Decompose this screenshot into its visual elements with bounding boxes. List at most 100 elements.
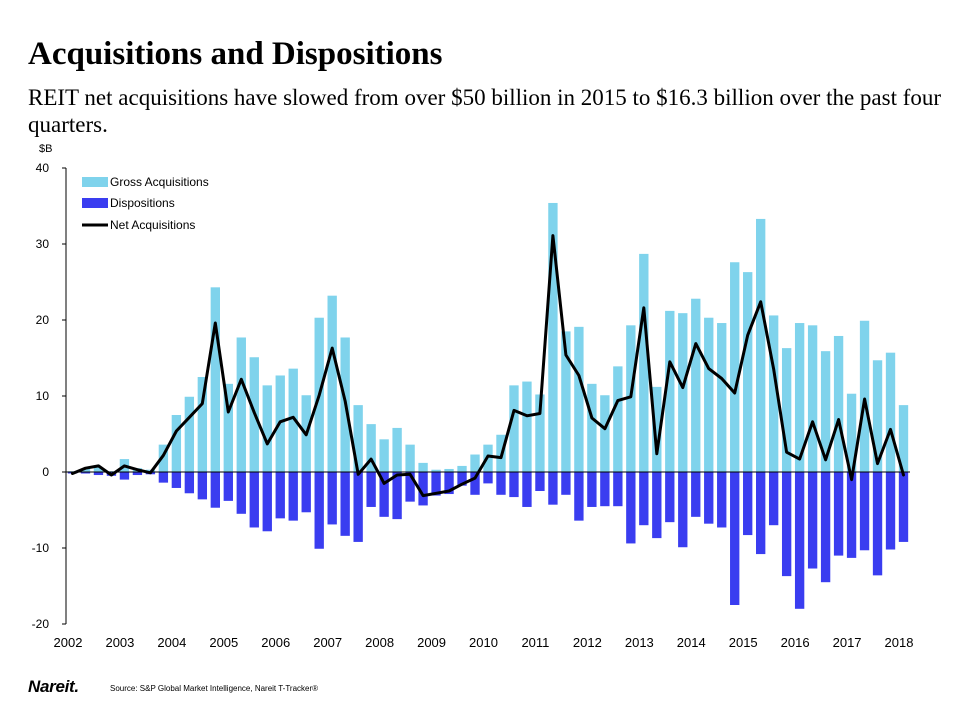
dispositions-bar	[249, 472, 259, 528]
gross-acquisitions-bar	[522, 381, 532, 472]
gross-acquisitions-bar	[184, 396, 195, 472]
gross-acquisitions-bar	[859, 320, 870, 472]
dispositions-bar	[119, 472, 130, 480]
dispositions-bar	[587, 472, 597, 507]
dispositions-bar	[639, 472, 649, 526]
gross-acquisitions-bar	[327, 295, 337, 472]
gross-acquisitions-bar	[366, 424, 376, 472]
gross-acquisitions-bar	[405, 444, 415, 472]
gross-acquisitions-bar	[470, 454, 480, 472]
dispositions-bar	[846, 472, 857, 558]
gross-acquisitions-bar	[626, 325, 636, 472]
x-tick-label: 2005	[209, 635, 238, 650]
gross-acquisitions-bar	[587, 383, 597, 472]
x-tick-label: 2010	[469, 635, 498, 650]
legend-label: Gross Acquisitions	[110, 175, 209, 189]
nareit-logo: Nareit.	[28, 677, 79, 696]
y-tick-label: 40	[36, 161, 50, 175]
legend-label: Dispositions	[110, 196, 175, 210]
gross-acquisitions-bar	[781, 348, 792, 472]
x-tick-label: 2014	[677, 635, 706, 650]
gross-acquisitions-bar	[288, 368, 298, 472]
dispositions-bar	[470, 472, 480, 495]
gross-acquisitions-bar	[80, 468, 91, 472]
gross-acquisitions-bar	[392, 427, 402, 472]
legend-label: Net Acquisitions	[110, 218, 195, 232]
x-tick-label: 2016	[781, 635, 810, 650]
legend-swatch-gross	[82, 177, 108, 187]
dispositions-bar	[717, 472, 727, 528]
dispositions-bar	[418, 472, 428, 506]
dispositions-bar	[665, 472, 675, 523]
gross-acquisitions-bar	[509, 385, 519, 472]
gross-acquisitions-bar	[600, 395, 610, 472]
chart-legend: Gross Acquisitions Dispositions Net Acquis…	[82, 175, 209, 232]
gross-acquisitions-bar	[639, 253, 649, 472]
gross-acquisitions-bar	[444, 468, 454, 472]
gross-acquisitions-bar	[613, 366, 623, 472]
dispositions-bar	[93, 472, 104, 476]
gross-acquisitions-bar	[743, 272, 753, 472]
x-tick-label: 2008	[365, 635, 394, 650]
dispositions-bar	[275, 472, 285, 519]
x-tick-label: 2012	[573, 635, 602, 650]
dispositions-bar	[600, 472, 610, 507]
dispositions-bar	[872, 472, 883, 576]
gross-acquisitions-bar	[665, 310, 675, 472]
gross-acquisitions-bar	[833, 335, 844, 472]
gross-acquisitions-bar	[756, 218, 766, 472]
dispositions-bar	[262, 472, 272, 532]
gross-acquisitions-bar	[535, 394, 545, 472]
dispositions-bar	[885, 472, 896, 550]
dispositions-bar	[444, 472, 454, 495]
dispositions-bar	[236, 472, 246, 514]
dispositions-bar	[197, 472, 208, 500]
chart-axes: -20 -10 0 10 20 30 40 2002 2003 2004 2005 2006 2007 2…	[32, 161, 914, 650]
dispositions-bar	[820, 472, 831, 583]
dispositions-bar	[678, 472, 688, 548]
dispositions-bar	[535, 472, 545, 491]
x-tick-label: 2015	[729, 635, 758, 650]
y-tick-label: -20	[32, 617, 50, 631]
dispositions-bar	[561, 472, 571, 495]
gross-acquisitions-bar	[197, 377, 208, 472]
dispositions-bar	[392, 472, 402, 520]
dispositions-bar	[794, 472, 805, 609]
dispositions-bar	[613, 472, 623, 507]
dispositions-bar	[691, 472, 701, 517]
dispositions-bar	[431, 472, 441, 496]
page-title: Acquisitions and Dispositions	[28, 36, 443, 72]
dispositions-bar	[548, 472, 558, 505]
y-tick-label: 10	[36, 389, 50, 403]
y-tick-label: -10	[32, 541, 50, 555]
dispositions-bar	[574, 472, 584, 521]
dispositions-bar	[184, 472, 195, 494]
dispositions-bar	[898, 472, 909, 542]
gross-acquisitions-bar	[574, 326, 584, 472]
dispositions-bar	[353, 472, 363, 542]
dispositions-bar	[301, 472, 311, 513]
dispositions-bar	[288, 472, 298, 521]
dispositions-bar	[496, 472, 506, 495]
y-tick-label: 30	[36, 237, 50, 251]
dispositions-bar	[730, 472, 740, 605]
dispositions-bar	[457, 472, 467, 486]
y-tick-label: 0	[42, 465, 49, 479]
x-tick-label: 2003	[105, 635, 134, 650]
x-tick-label: 2002	[54, 635, 83, 650]
page-subtitle: REIT net acquisitions have slowed from o…	[28, 85, 942, 137]
dispositions-bar	[171, 472, 182, 488]
x-tick-label: 2018	[885, 635, 914, 650]
dispositions-bar	[223, 472, 233, 501]
gross-acquisitions-bar	[768, 315, 779, 472]
x-tick-label: 2006	[261, 635, 290, 650]
dispositions-bar	[132, 472, 143, 476]
gross-acquisitions-bar	[223, 383, 233, 472]
gross-acquisitions-bar	[820, 351, 831, 472]
gross-acquisitions-bar	[431, 469, 441, 472]
dispositions-bar	[807, 472, 818, 569]
gross-acquisitions-bar	[457, 465, 467, 472]
dispositions-bars	[67, 472, 909, 609]
gross-acquisitions-bar	[872, 360, 883, 472]
